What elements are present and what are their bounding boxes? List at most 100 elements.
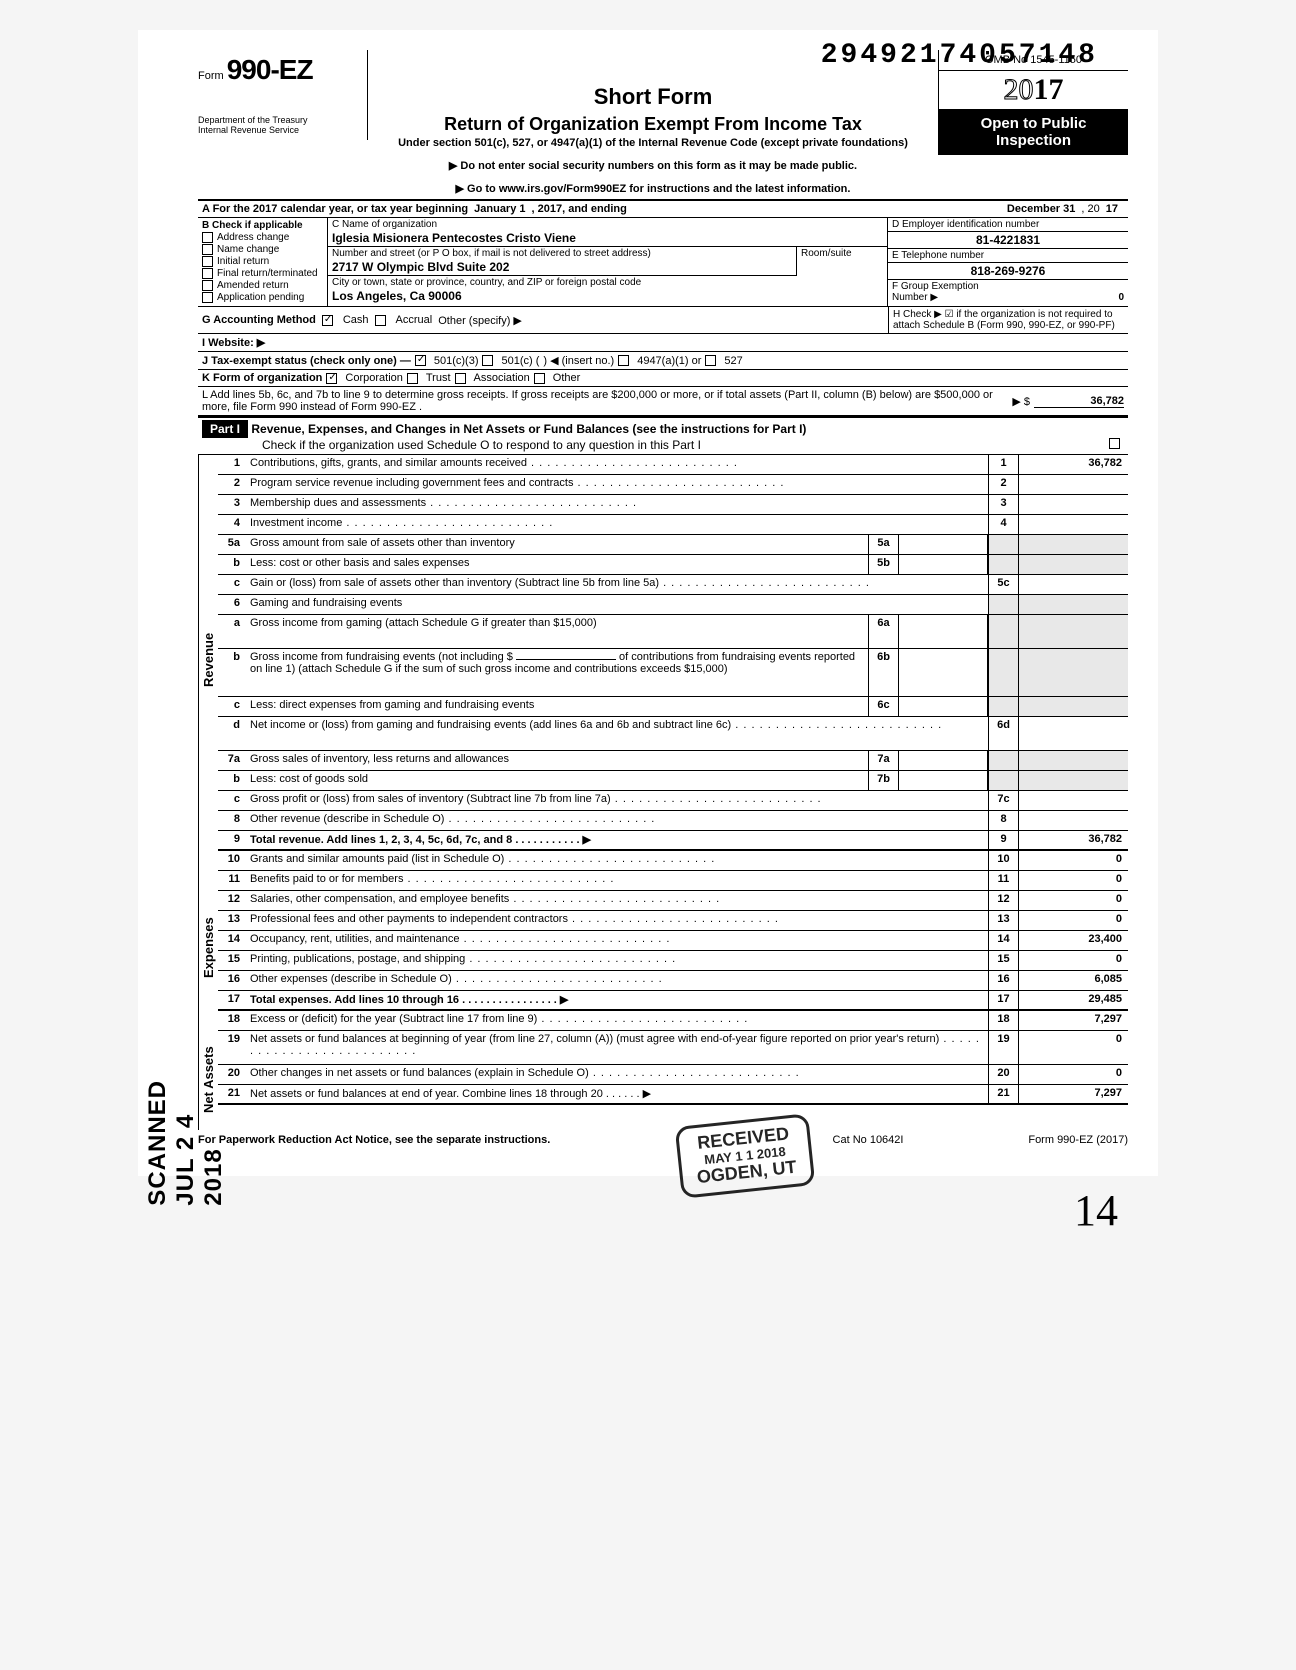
org-street: 2717 W Olympic Blvd Suite 202 [328,260,796,276]
line-7b: bLess: cost of goods sold7b [218,771,1128,791]
e-label: E Telephone number [888,249,1128,263]
checkbox-4947-icon[interactable] [618,355,629,366]
line-5a: 5aGross amount from sale of assets other… [218,535,1128,555]
j-insert: ) ◀ (insert no.) [543,354,614,367]
f-label: F Group Exemption [892,281,979,292]
checkbox-corp-icon[interactable] [326,373,337,384]
form-number: Form 990-EZ [198,54,361,86]
under-section-text: Under section 501(c), 527, or 4947(a)(1)… [376,137,930,149]
line-6d: dNet income or (loss) from gaming and fu… [218,717,1128,751]
line-6c: cLess: direct expenses from gaming and f… [218,697,1128,717]
line-5c: cGain or (loss) from sale of assets othe… [218,575,1128,595]
b-application-pending[interactable]: Application pending [202,292,323,303]
org-name: Iglesia Misionera Pentecostes Cristo Vie… [328,231,887,247]
j-501c3: 501(c)(3) [434,355,479,367]
checkbox-accrual-icon[interactable] [375,315,386,326]
footer-form: Form 990-EZ (2017) [958,1134,1128,1146]
phone-value: 818-269-9276 [888,263,1128,280]
g-cash: Cash [343,314,369,326]
main-title: Return of Organization Exempt From Incom… [376,114,930,135]
l-value: 36,782 [1034,395,1124,408]
checkbox-icon[interactable] [202,244,213,255]
c-city-label: City or town, state or province, country… [328,276,887,289]
line-7c: cGross profit or (loss) from sales of in… [218,791,1128,811]
row-j: J Tax-exempt status (check only one) — 5… [198,352,1128,370]
d-label: D Employer identification number [888,218,1128,232]
checkbox-trust-icon[interactable] [407,373,418,384]
line-19: 19Net assets or fund balances at beginni… [218,1031,1128,1065]
row-g: G Accounting Method Cash Accrual Other (… [198,307,1128,334]
line-15: 15Printing, publications, postage, and s… [218,951,1128,971]
j-501c: 501(c) ( [501,355,539,367]
b-header: B Check if applicable [202,220,323,231]
block-bcdef: B Check if applicable Address change Nam… [198,218,1128,307]
line-a-yr: 17 [1106,203,1118,215]
line-18: 18Excess or (deficit) for the year (Subt… [218,1011,1128,1031]
checkbox-icon[interactable] [202,280,213,291]
g-label: G Accounting Method [202,314,316,326]
body-lines: 1Contributions, gifts, grants, and simil… [218,455,1128,1130]
line-a-mid: , 2017, and ending [532,203,627,215]
dept-line2: Internal Revenue Service [198,126,361,136]
f-cell: F Group Exemption Number ▶ 0 [888,280,1128,304]
checkbox-icon[interactable] [202,256,213,267]
line-a: A For the 2017 calendar year, or tax yea… [198,201,1128,218]
checkbox-527-icon[interactable] [705,355,716,366]
stamp-date: MAY 1 1 2018 [695,1144,796,1169]
checkbox-icon[interactable] [202,268,213,279]
line-16: 16Other expenses (describe in Schedule O… [218,971,1128,991]
checkbox-icon[interactable] [202,292,213,303]
line-9: 9Total revenue. Add lines 1, 2, 3, 4, 5c… [218,831,1128,851]
form-page: 29492174057148 Form 990-EZ Department of… [138,30,1158,1176]
part1-check-text: Check if the organization used Schedule … [202,438,701,452]
document-number: 29492174057148 [821,40,1098,71]
line-8: 8Other revenue (describe in Schedule O)8 [218,811,1128,831]
org-city: Los Angeles, Ca 90006 [328,289,887,304]
line-3: 3Membership dues and assessments3 [218,495,1128,515]
checkbox-part1-icon[interactable] [1109,438,1120,449]
footer: For Paperwork Reduction Act Notice, see … [198,1134,1128,1146]
b-name-change[interactable]: Name change [202,244,323,255]
line-1: 1Contributions, gifts, grants, and simil… [218,455,1128,475]
open-to-public: Open to Public Inspection [939,109,1128,155]
ssn-warning: ▶ Do not enter social security numbers o… [376,159,930,172]
line-4: 4Investment income4 [218,515,1128,535]
checkbox-501c3-icon[interactable] [415,355,426,366]
checkbox-other-icon[interactable] [534,373,545,384]
col-def: D Employer identification number 81-4221… [888,218,1128,306]
checkbox-cash-icon[interactable] [322,315,333,326]
b-amended-return[interactable]: Amended return [202,280,323,291]
revenue-label: Revenue [198,455,218,865]
line-10: 10Grants and similar amounts paid (list … [218,851,1128,871]
j-4947: 4947(a)(1) or [637,355,701,367]
col-b: B Check if applicable Address change Nam… [198,218,328,306]
b-initial-return[interactable]: Initial return [202,256,323,267]
scanned-stamp: SCANNED JUL 2 4 2018 [144,1080,228,1206]
line-21: 21Net assets or fund balances at end of … [218,1085,1128,1105]
c-name-label: C Name of organization [328,218,887,231]
form-header: Form 990-EZ Department of the Treasury I… [198,50,1128,201]
inspect-line2: Inspection [943,132,1124,149]
c-addr-label: Number and street (or P O box, if mail i… [328,247,796,260]
line-13: 13Professional fees and other payments t… [218,911,1128,931]
row-k: K Form of organization Corporation Trust… [198,370,1128,387]
line-2: 2Program service revenue including gover… [218,475,1128,495]
f-value: 0 [1118,292,1124,303]
line-a-begin: January 1 [474,203,525,215]
b-final-return[interactable]: Final return/terminated [202,268,323,279]
k-assoc: Association [474,372,530,384]
checkbox-assoc-icon[interactable] [455,373,466,384]
line-6: 6Gaming and fundraising events [218,595,1128,615]
line-17: 17Total expenses. Add lines 10 through 1… [218,991,1128,1011]
short-form-title: Short Form [376,84,930,110]
j-label: J Tax-exempt status (check only one) — [202,355,411,367]
line-11: 11Benefits paid to or for members110 [218,871,1128,891]
b-address-change[interactable]: Address change [202,232,323,243]
k-trust: Trust [426,372,451,384]
checkbox-501c-icon[interactable] [482,355,493,366]
part1-row: Part I Revenue, Expenses, and Changes in… [198,417,1128,455]
form-id-col: Form 990-EZ Department of the Treasury I… [198,50,368,140]
ein-value: 81-4221831 [888,232,1128,249]
checkbox-icon[interactable] [202,232,213,243]
h-text: H Check ▶ ☑ if the organization is not r… [888,307,1128,333]
